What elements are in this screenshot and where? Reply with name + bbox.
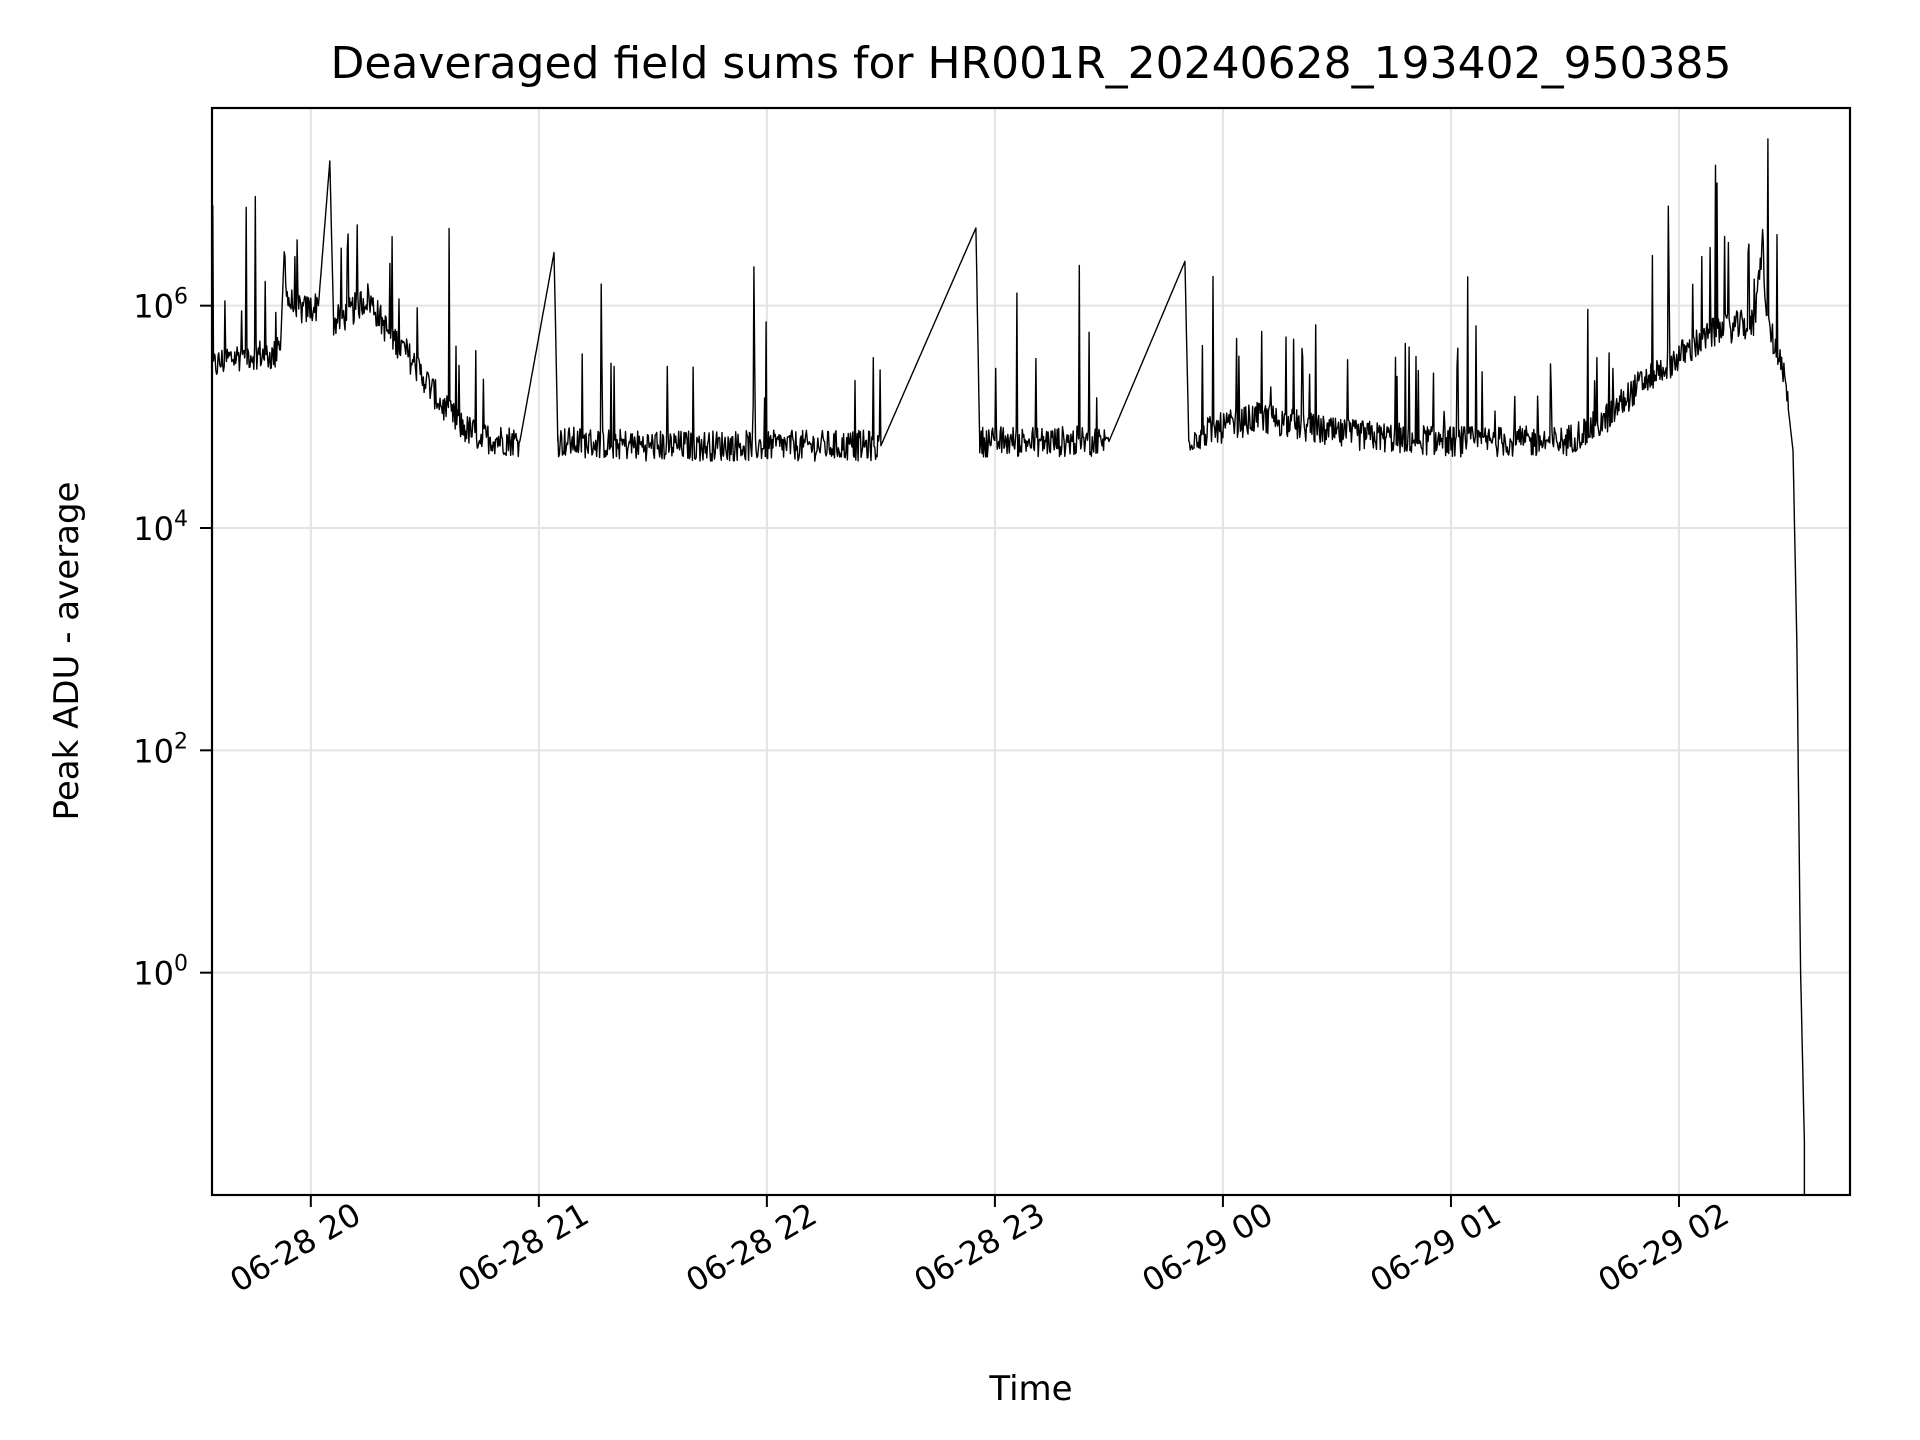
y-tick-label: 106: [133, 285, 188, 326]
grid-lines: [212, 108, 1850, 1195]
x-axis-label: Time: [988, 1369, 1072, 1409]
plot-frame: [210, 106, 1852, 1197]
series-line: [211, 138, 1806, 1195]
series-layer: [211, 138, 1806, 1195]
y-tick-label: 100: [133, 952, 188, 993]
chart-title: Deaveraged field sums for HR001R_2024062…: [330, 38, 1731, 89]
y-axis-label: Peak ADU - average: [47, 482, 87, 821]
y-tick-label: 102: [133, 729, 188, 770]
y-tick-label: 104: [133, 507, 188, 548]
